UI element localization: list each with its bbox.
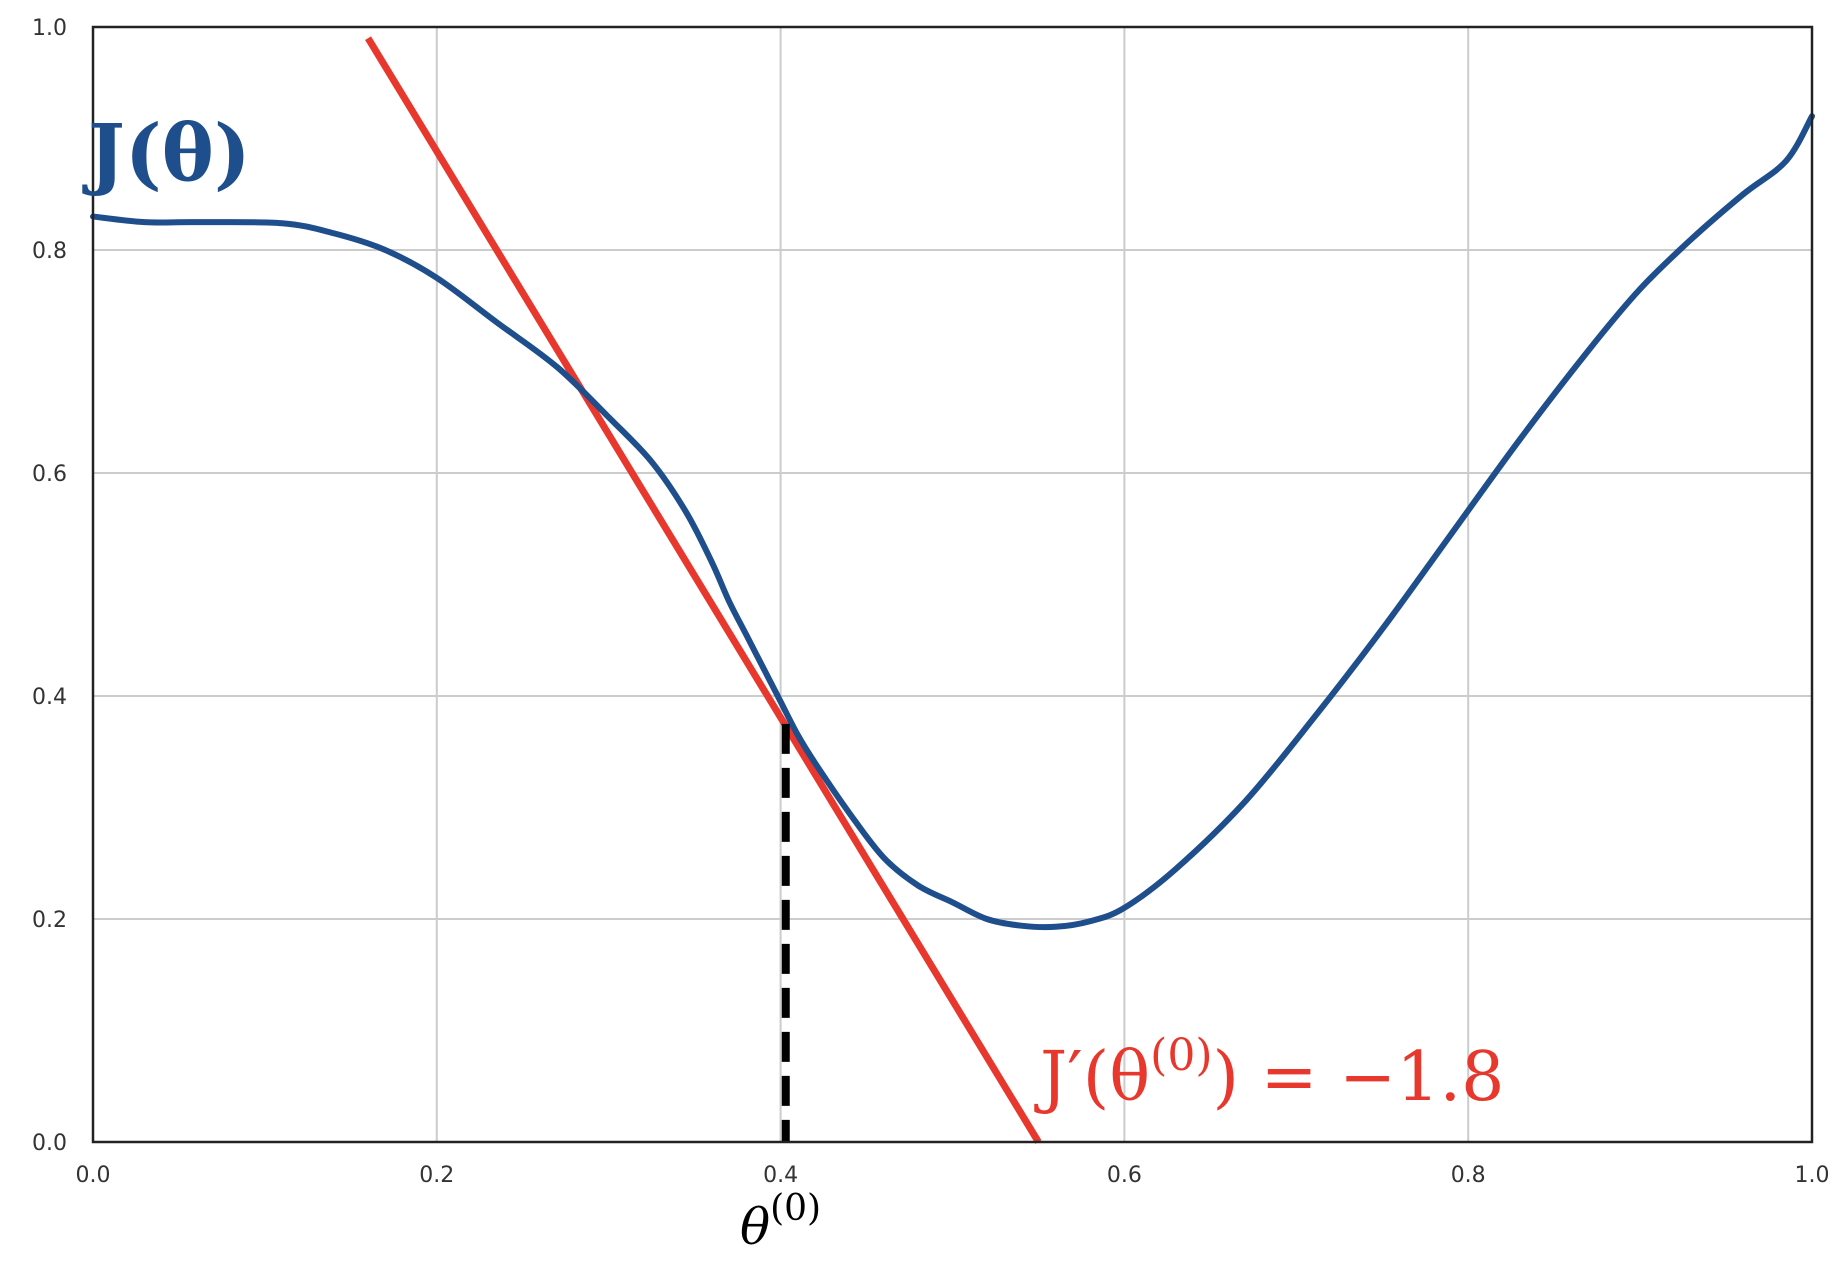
x-tick-label: 0.4 [763,1163,798,1188]
gradient-label-tail: ) = −1.8 [1213,1038,1505,1117]
y-tick-label: 0.0 [32,1131,67,1156]
y-tick-label: 0.6 [32,462,67,487]
x-tick-label: 0.2 [419,1163,454,1188]
tangent-line [365,36,1042,1144]
y-tick-label: 0.2 [32,908,67,933]
theta-superscript: (0) [770,1188,821,1229]
grid [93,27,1812,1142]
theta-zero-label: θ(0) [740,1188,821,1256]
theta-symbol: θ [740,1198,770,1256]
y-tick-label: 0.8 [32,239,67,264]
curve-label: J(θ) [82,108,251,199]
x-tick-label: 0.8 [1451,1163,1486,1188]
cost-curve [90,113,1815,931]
plot-marks [90,36,1815,1144]
x-tick-label: 0.0 [76,1163,111,1188]
x-tick-label: 1.0 [1795,1163,1830,1188]
y-tick-label: 1.0 [32,16,67,41]
y-tick-label: 0.4 [32,685,67,710]
gradient-label-main: J′(θ [1034,1038,1150,1117]
axis-ticks: 0.0 0.2 0.4 0.6 0.8 1.0 0.0 0.2 0.4 0.6 0.8 1.0 [32,16,1830,1188]
x-tick-label: 0.6 [1107,1163,1142,1188]
gradient-label-sup: (0) [1150,1030,1212,1081]
plot-frame [91,25,1814,1144]
gradient-label: J′(θ(0)) = −1.8 [1034,1030,1504,1117]
